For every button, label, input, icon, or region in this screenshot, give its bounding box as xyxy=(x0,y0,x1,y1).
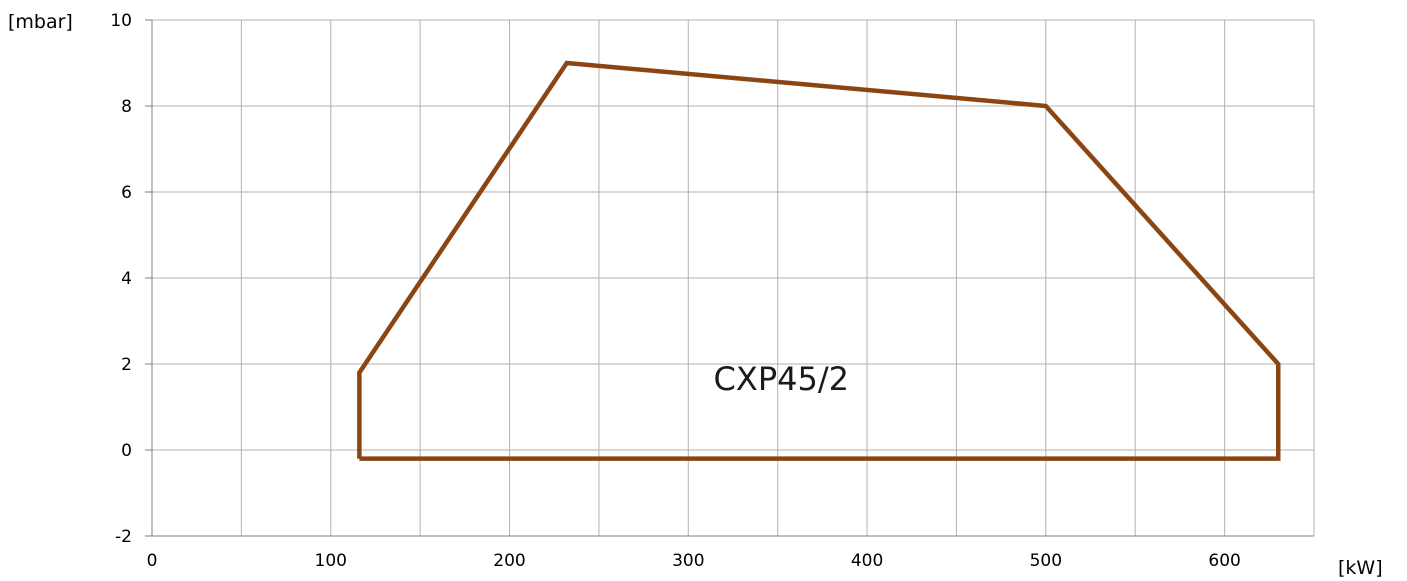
x-axis-label: [kW] xyxy=(1338,557,1383,579)
x-tick-label: 500 xyxy=(1030,551,1062,571)
x-tick-label: 100 xyxy=(315,551,347,571)
grid xyxy=(152,19,1315,536)
series xyxy=(357,60,1281,461)
y-tick-label: 4 xyxy=(121,269,132,289)
series-line xyxy=(357,60,1281,461)
y-tick-label: 2 xyxy=(121,355,132,375)
y-tick-label: -2 xyxy=(115,527,132,547)
annotation-label: CXP45/2 xyxy=(714,360,849,398)
y-tick-label: 10 xyxy=(110,11,132,31)
x-tick-label: 200 xyxy=(493,551,525,571)
y-tick-label: 8 xyxy=(121,97,132,117)
x-tick-label: 300 xyxy=(672,551,704,571)
y-tick-label: 0 xyxy=(121,441,132,461)
y-axis-label: [mbar] xyxy=(8,11,73,33)
x-tick-label: 600 xyxy=(1208,551,1240,571)
x-tick-label: 0 xyxy=(147,551,158,571)
y-tick-label: 6 xyxy=(121,183,132,203)
x-tick-label: 400 xyxy=(851,551,883,571)
axes xyxy=(145,19,1314,537)
